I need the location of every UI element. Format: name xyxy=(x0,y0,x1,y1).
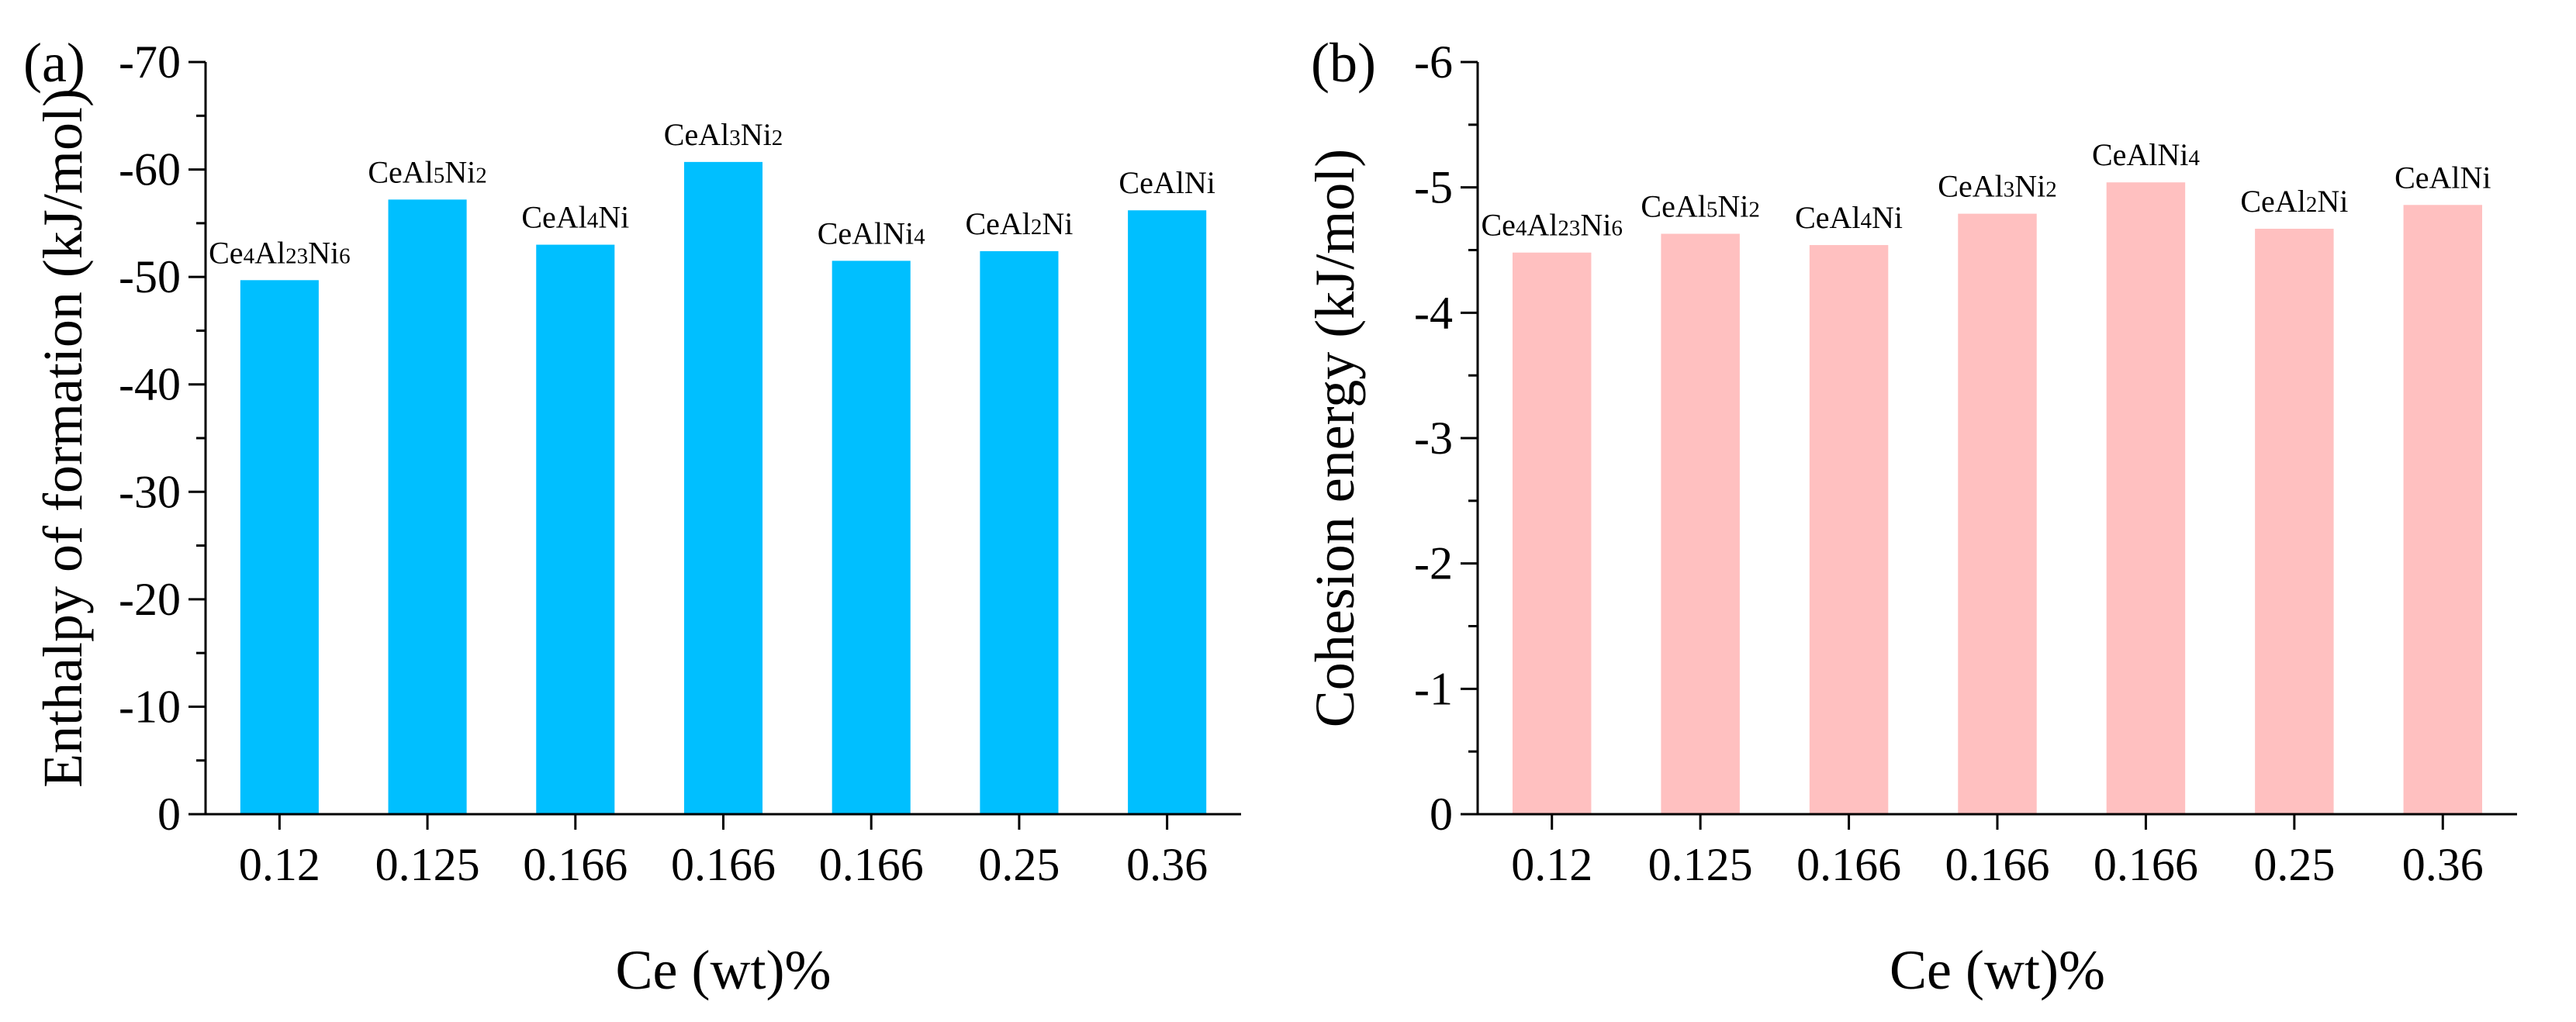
bar-label-3: CeAl4Ni xyxy=(521,200,629,235)
bar-6 xyxy=(2255,229,2334,814)
bar-2 xyxy=(388,199,467,814)
y-tick-label: -40 xyxy=(119,359,181,410)
bar-7 xyxy=(1128,210,1207,814)
bar-label-7: CeAlNi xyxy=(1119,165,1215,200)
bar-label-3: CeAl4Ni xyxy=(1795,200,1903,235)
panel-label: (b) xyxy=(1311,32,1376,94)
y-tick-label: -5 xyxy=(1414,162,1453,213)
x-tick-label: 0.125 xyxy=(375,839,480,890)
x-tick-label: 0.166 xyxy=(671,839,776,890)
y-tick-label: -1 xyxy=(1414,663,1453,714)
x-tick-label: 0.36 xyxy=(1126,839,1208,890)
bar-5 xyxy=(832,261,911,814)
bar-7 xyxy=(2403,205,2483,814)
bar-label-5: CeAlNi4 xyxy=(2092,137,2200,172)
bar-label-2: CeAl5Ni2 xyxy=(368,154,486,189)
y-tick-label: -20 xyxy=(119,574,181,625)
bar-3 xyxy=(536,244,615,815)
bar-label-5: CeAlNi4 xyxy=(818,216,925,250)
bar-5 xyxy=(2106,182,2186,814)
bar-label-6: CeAl2Ni xyxy=(965,206,1073,241)
y-tick-label: -60 xyxy=(119,144,181,195)
x-tick-label: 0.166 xyxy=(819,839,924,890)
x-tick-label: 0.166 xyxy=(2094,839,2198,890)
bar-label-1: Ce4Al23Ni6 xyxy=(209,235,350,270)
x-tick-label: 0.166 xyxy=(523,839,628,890)
y-tick-label: -3 xyxy=(1414,413,1453,464)
x-tick-label: 0.12 xyxy=(1511,839,1592,890)
x-tick-label: 0.25 xyxy=(2253,839,2335,890)
panel-b-cohesion-chart: Ce4Al23Ni6 CeAl5Ni2 CeAl4Ni CeAl3Ni2 CeAlNi4… xyxy=(1304,32,2517,1001)
x-tick-label: 0.166 xyxy=(1945,839,2050,890)
x-axis-title: Ce (wt)% xyxy=(616,939,832,1001)
panel-a-enthalpy-chart: Ce4Al23Ni6 CeAl5Ni2 CeAl4Ni CeAl3Ni2 CeAlNi4… xyxy=(23,32,1241,1001)
x-tick-label: 0.25 xyxy=(978,839,1060,890)
y-tick-label: 0 xyxy=(1430,789,1453,840)
bar-label-6: CeAl2Ni xyxy=(2240,184,2348,219)
bar-1 xyxy=(1512,252,1592,814)
bar-label-2: CeAl5Ni2 xyxy=(1641,188,1759,223)
y-tick-label: -10 xyxy=(119,681,181,732)
x-tick-label: 0.36 xyxy=(2402,839,2484,890)
x-tick-label: 0.125 xyxy=(1648,839,1753,890)
x-axis-title: Ce (wt)% xyxy=(1890,939,2105,1001)
y-tick-label: -2 xyxy=(1414,538,1453,589)
bar-label-7: CeAlNi xyxy=(2394,160,2491,195)
bar-6 xyxy=(980,250,1059,814)
y-axis-title: Enthalpy of formation (kJ/mol) xyxy=(32,88,94,788)
panel-label: (a) xyxy=(23,32,85,94)
bar-label-4: CeAl3Ni2 xyxy=(1938,169,2056,204)
bar-label-1: Ce4Al23Ni6 xyxy=(1481,208,1622,243)
bar-4 xyxy=(683,161,763,814)
y-tick-label: -4 xyxy=(1414,287,1453,338)
y-tick-label: -70 xyxy=(119,36,181,88)
x-tick-label: 0.12 xyxy=(239,839,320,890)
bar-label-4: CeAl3Ni2 xyxy=(664,117,783,152)
y-axis-title: Cohesion energy (kJ/mol) xyxy=(1304,149,1366,728)
bar-2 xyxy=(1661,233,1740,814)
bar-4 xyxy=(1958,213,2037,814)
bar-3 xyxy=(1809,245,1889,814)
y-tick-label: -6 xyxy=(1414,36,1453,88)
bar-1 xyxy=(240,280,319,814)
y-tick-label: -50 xyxy=(119,251,181,302)
y-tick-label: -30 xyxy=(119,466,181,517)
x-tick-label: 0.166 xyxy=(1796,839,1901,890)
y-tick-label: 0 xyxy=(157,789,181,840)
